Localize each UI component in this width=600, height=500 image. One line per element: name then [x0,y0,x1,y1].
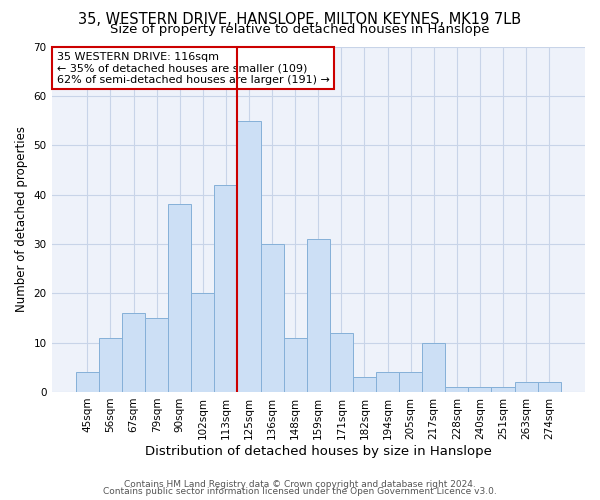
Bar [491,387,515,392]
Bar [145,318,168,392]
Bar [191,294,214,392]
Text: Contains HM Land Registry data © Crown copyright and database right 2024.: Contains HM Land Registry data © Crown c… [124,480,476,489]
Bar [238,120,260,392]
Bar [260,244,284,392]
Bar [168,204,191,392]
Bar [122,313,145,392]
Text: 35, WESTERN DRIVE, HANSLOPE, MILTON KEYNES, MK19 7LB: 35, WESTERN DRIVE, HANSLOPE, MILTON KEYN… [79,12,521,28]
Bar [353,377,376,392]
Bar [307,239,330,392]
Text: Contains public sector information licensed under the Open Government Licence v3: Contains public sector information licen… [103,487,497,496]
Text: Size of property relative to detached houses in Hanslope: Size of property relative to detached ho… [110,22,490,36]
Bar [422,342,445,392]
Bar [376,372,399,392]
Bar [284,338,307,392]
Text: 35 WESTERN DRIVE: 116sqm
← 35% of detached houses are smaller (109)
62% of semi-: 35 WESTERN DRIVE: 116sqm ← 35% of detach… [57,52,330,85]
X-axis label: Distribution of detached houses by size in Hanslope: Distribution of detached houses by size … [145,444,492,458]
Bar [399,372,422,392]
Bar [99,338,122,392]
Bar [76,372,99,392]
Bar [515,382,538,392]
Bar [330,332,353,392]
Bar [445,387,469,392]
Y-axis label: Number of detached properties: Number of detached properties [15,126,28,312]
Bar [214,184,238,392]
Bar [469,387,491,392]
Bar [538,382,561,392]
